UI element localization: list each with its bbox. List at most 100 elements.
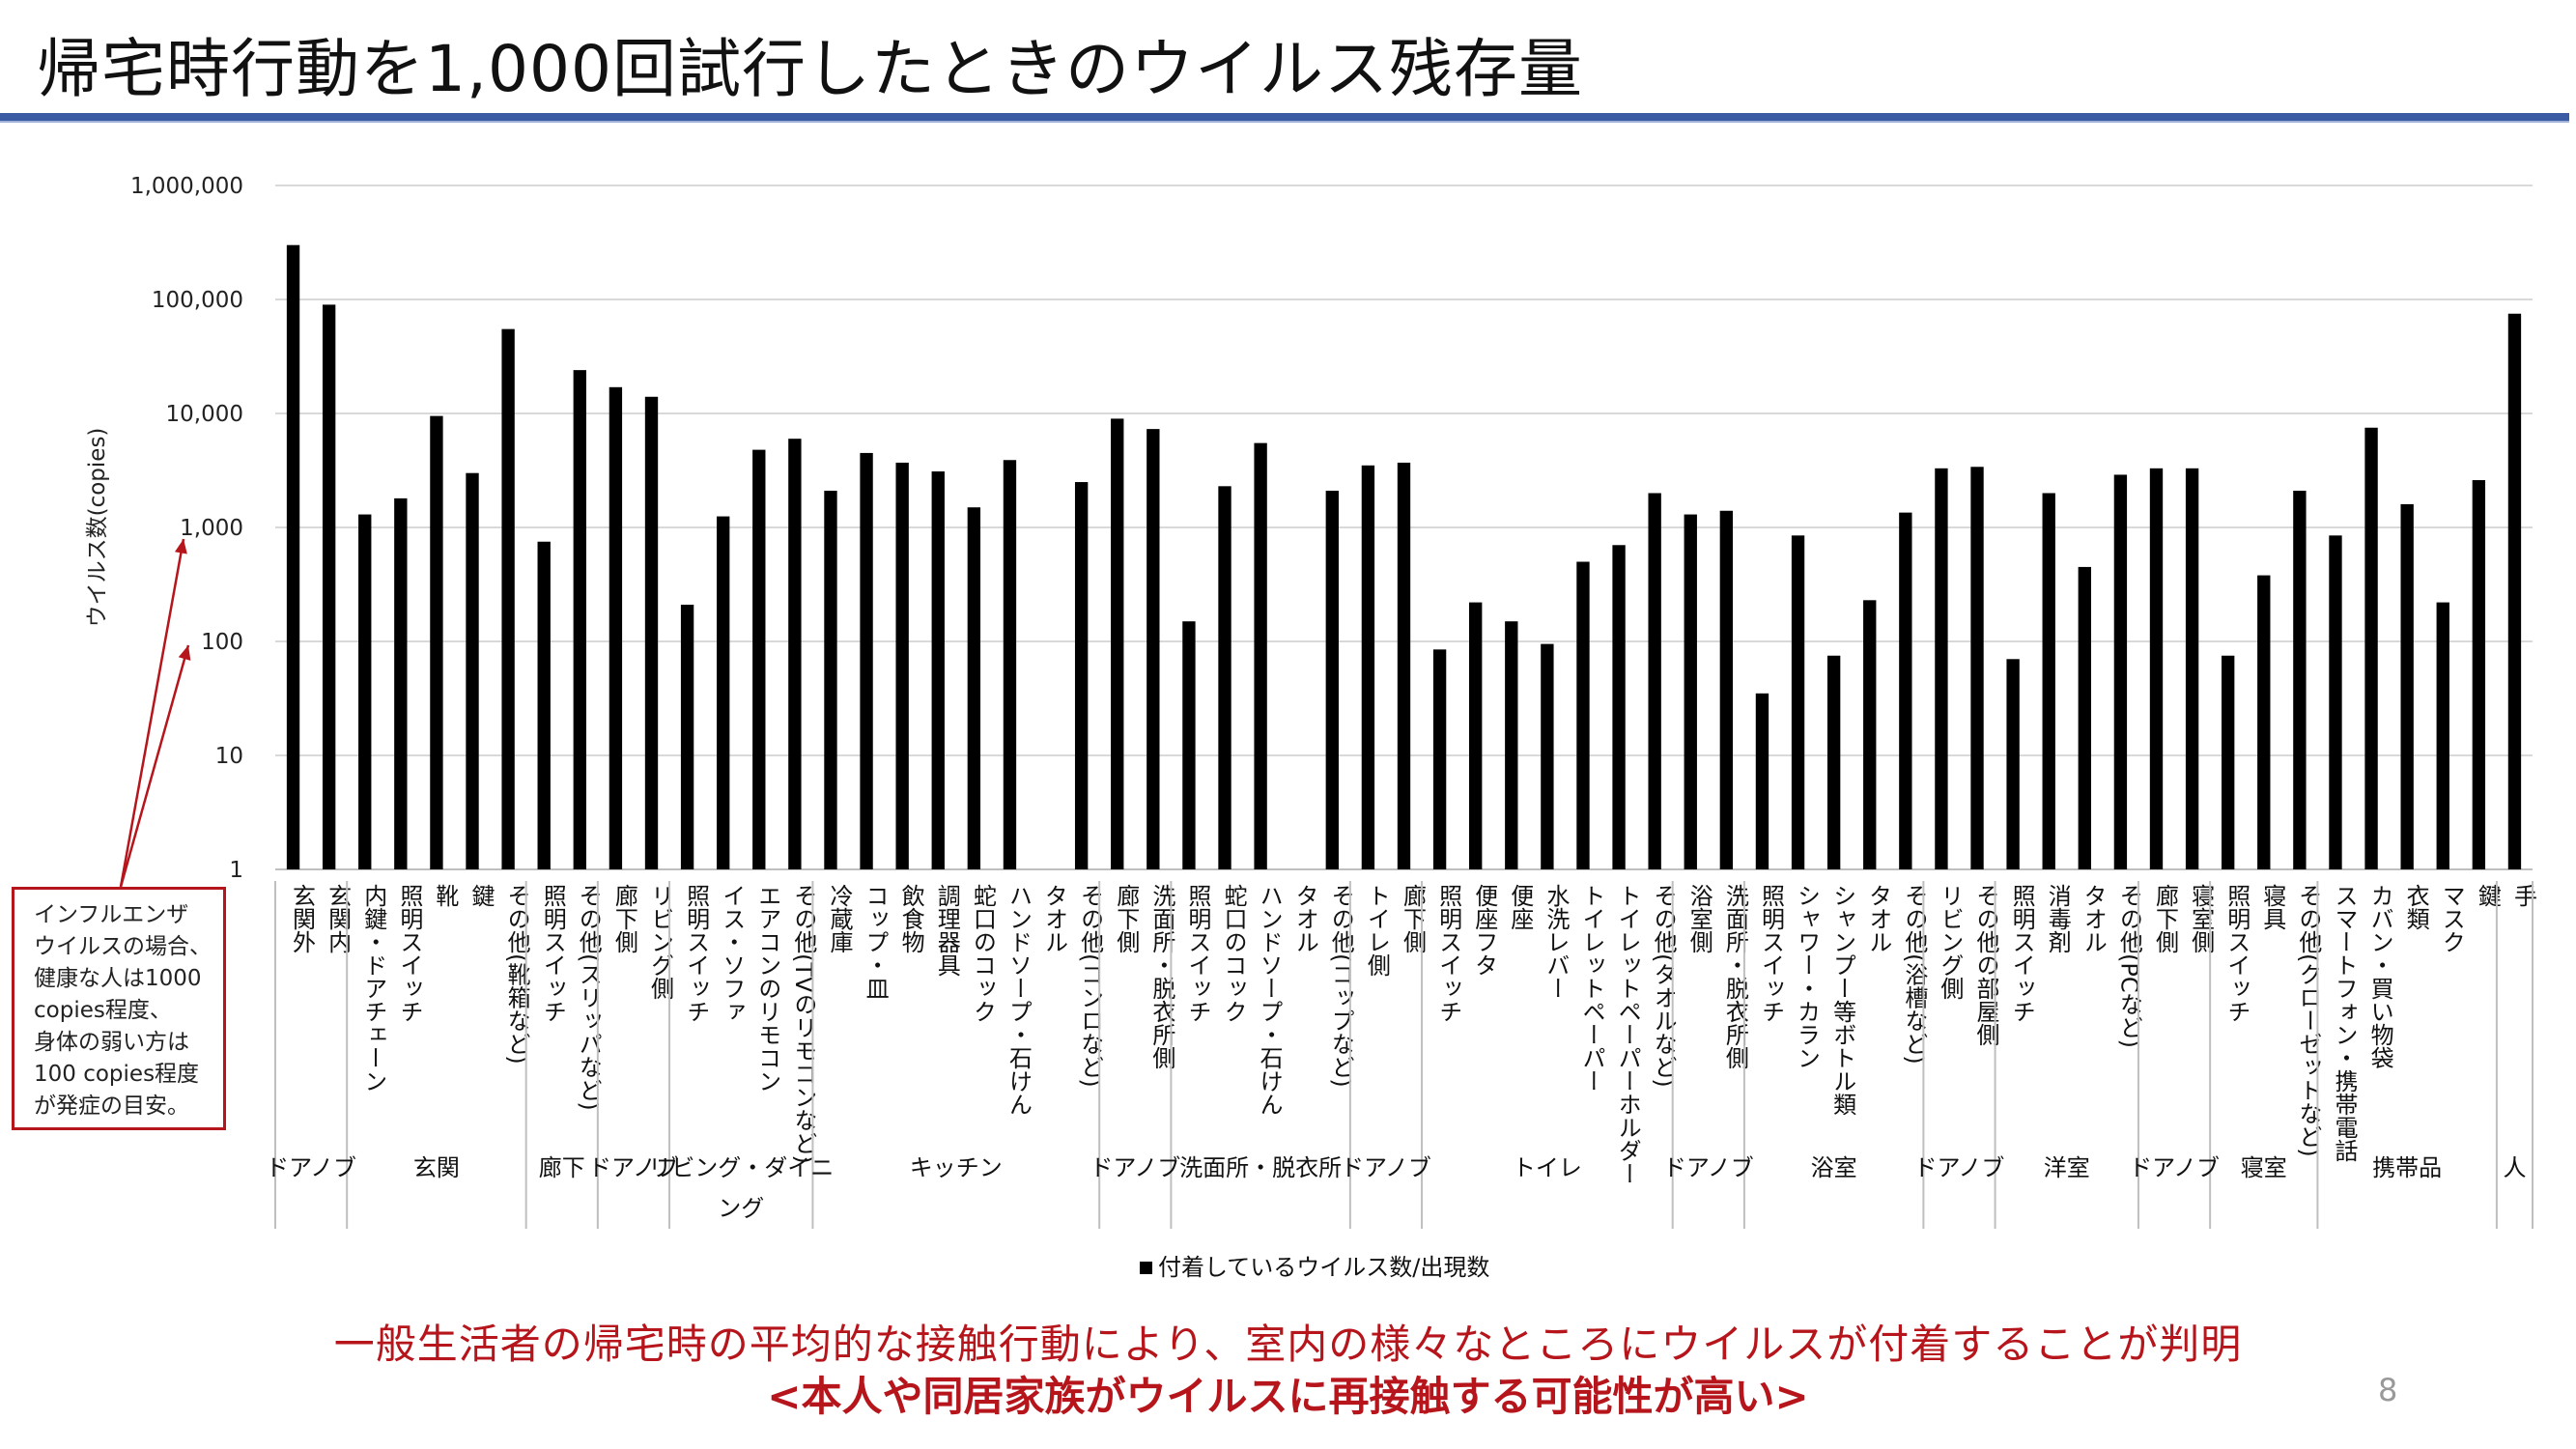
- category-label: 便座フタ: [1471, 884, 1498, 977]
- category-label: 廊下側: [1113, 884, 1140, 953]
- note-line: 100 copies程度: [34, 1062, 200, 1087]
- y-tick-label: 10: [215, 744, 243, 769]
- category-label: 寝具: [2259, 884, 2286, 930]
- category-label: 消毒剤: [2044, 884, 2071, 953]
- group-label: キッチン: [910, 1154, 1003, 1181]
- category-label: イス・ソファ: [719, 884, 746, 1023]
- category-label: 浴室側: [1685, 884, 1713, 953]
- conclusion-line-2: <本人や同居家族がウイルスに再接触する可能性が高い>: [767, 1373, 1809, 1420]
- category-label: シャワー・カラン: [1794, 884, 1821, 1069]
- bar: [931, 471, 945, 869]
- category-label: タオル: [2080, 884, 2107, 953]
- category-label: タオル: [1291, 884, 1318, 953]
- category-label: 照明スイッチ: [2223, 884, 2250, 1023]
- bar: [788, 439, 802, 869]
- category-label: 衣類: [2402, 884, 2429, 930]
- category-label: 廊下側: [610, 884, 637, 953]
- bar: [1826, 655, 1841, 869]
- bar: [1541, 643, 1554, 869]
- group-label: ドアノブ: [1090, 1154, 1180, 1181]
- bar: [1074, 482, 1089, 869]
- bar: [1719, 510, 1734, 869]
- note-line: 健康な人は1000: [34, 966, 202, 991]
- category-label: トイレットペーパーホルダー: [1614, 884, 1641, 1185]
- bar: [2078, 566, 2091, 869]
- note-line: インフルエンザ: [34, 902, 189, 927]
- bar: [1935, 468, 1948, 869]
- group-label: 人: [2503, 1154, 2526, 1181]
- legend-swatch: [1140, 1262, 1152, 1274]
- bar: [1469, 602, 1483, 869]
- bar: [1863, 600, 1877, 869]
- group-label: 廊下: [539, 1154, 585, 1181]
- bar: [2364, 427, 2378, 869]
- bar: [2222, 655, 2235, 869]
- group-label: ドアノブ: [1341, 1154, 1431, 1181]
- annotation-note: インフルエンザ ウイルスの場合、 健康な人は1000 copies程度、 身体の…: [12, 887, 226, 1130]
- category-label: 玄関外: [289, 884, 316, 953]
- bar: [1432, 649, 1447, 869]
- bar: [1003, 460, 1017, 869]
- bar: [2042, 493, 2055, 869]
- category-label: 照明スイッチ: [539, 884, 566, 1023]
- bar: [2257, 575, 2271, 869]
- category-label: リビング側: [1937, 884, 1964, 1000]
- category-label: マスク: [2438, 884, 2465, 953]
- category-label: 鍵: [467, 884, 495, 907]
- bar: [2436, 602, 2449, 869]
- y-tick-label: 1,000: [180, 516, 243, 541]
- category-label: コップ・皿: [862, 884, 889, 1000]
- category-label: トイレ側: [1363, 884, 1390, 977]
- y-tick-label: 100: [201, 630, 243, 655]
- y-tick-label: 1: [229, 858, 243, 883]
- bar: [2113, 474, 2128, 869]
- category-label: 冷蔵庫: [826, 884, 853, 953]
- bar: [1218, 486, 1231, 869]
- group-label: ング: [718, 1195, 764, 1222]
- conclusion-line-1: 一般生活者の帰宅時の平均的な接触行動により、室内の様々なところにウイルスが付着す…: [333, 1321, 2243, 1368]
- bar: [1325, 490, 1339, 869]
- category-label: 靴: [432, 884, 459, 907]
- bar: [1576, 561, 1590, 869]
- bar: [895, 462, 909, 869]
- bar: [609, 386, 623, 869]
- bar: [1970, 467, 1984, 869]
- category-label: 水洗レバー: [1543, 884, 1570, 1000]
- bar: [752, 449, 766, 869]
- category-label: 便座: [1507, 884, 1534, 930]
- category-label: タオル: [1865, 884, 1892, 953]
- group-label: リビング・ダイニ: [648, 1154, 834, 1181]
- bar: [717, 516, 730, 869]
- bar: [501, 328, 515, 869]
- bar: [644, 396, 659, 869]
- bar: [2472, 480, 2486, 869]
- category-label: タオル: [1041, 884, 1068, 953]
- note-line: copies程度、: [34, 998, 172, 1023]
- category-label: 照明スイッチ: [2008, 884, 2035, 1023]
- bar: [1254, 442, 1267, 869]
- bar: [466, 472, 479, 869]
- bar: [322, 304, 336, 869]
- category-label: トイレットペーパー: [1578, 884, 1605, 1093]
- group-label: 浴室: [1811, 1154, 1857, 1181]
- bar: [1648, 493, 1661, 869]
- slide-title: 帰宅時行動を1,000回試行したときのウイルス残存量: [37, 32, 1583, 106]
- group-label: 携帯品: [2372, 1154, 2442, 1181]
- category-label: ハンドソープ・石けん: [1005, 884, 1032, 1116]
- group-label: 寝室: [2241, 1154, 2287, 1181]
- category-label: 蛇口のコック: [1220, 884, 1247, 1023]
- bar: [824, 490, 837, 869]
- title-rule: [0, 113, 2569, 123]
- category-label: 廊下側: [2152, 884, 2179, 953]
- bar: [2185, 468, 2199, 869]
- bar: [2293, 490, 2307, 869]
- bar: [1684, 514, 1697, 869]
- group-label: ドアノブ: [1663, 1154, 1754, 1181]
- category-label: 飲食物: [897, 884, 924, 953]
- group-label: 洗面所・脱衣所: [1179, 1154, 1342, 1181]
- group-label: ドアノブ: [2129, 1154, 2220, 1181]
- category-label: 内鍵・ドアチェーン: [360, 884, 387, 1093]
- y-tick-label: 1,000,000: [130, 174, 243, 199]
- bar: [2329, 535, 2342, 869]
